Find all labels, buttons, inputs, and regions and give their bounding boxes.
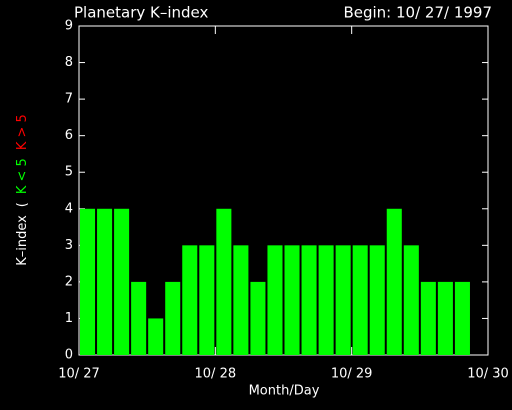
chart-title: Planetary K–index [74, 4, 209, 22]
plot-frame [78, 25, 489, 356]
bar [216, 208, 232, 355]
bar [233, 245, 249, 355]
y-tick-label: 3 [65, 238, 73, 253]
y-axis-label-part: K < 5 [15, 158, 30, 194]
y-axis-label-part: ( [15, 202, 30, 207]
bar [80, 208, 96, 355]
bar [267, 245, 283, 355]
bar [420, 281, 436, 355]
x-tick-label: 10/ 30 [467, 367, 509, 382]
y-tick-label: 8 [65, 55, 73, 70]
bar [148, 318, 164, 355]
y-tick-label: 2 [65, 274, 73, 289]
bar [284, 245, 300, 355]
x-tick-label: 10/ 29 [331, 367, 373, 382]
bar [318, 245, 334, 355]
x-tick-label: 10/ 28 [195, 367, 237, 382]
bar [335, 245, 351, 355]
y-tick-label: 0 [65, 348, 73, 363]
bar [199, 245, 215, 355]
bar [369, 245, 385, 355]
y-tick-label: 4 [65, 201, 73, 216]
y-tick-label: 5 [65, 165, 73, 180]
y-tick-label: 9 [65, 19, 73, 34]
y-tick-label: 1 [65, 311, 73, 326]
bar [131, 281, 147, 355]
bar [386, 208, 402, 355]
bar [454, 281, 470, 355]
bar [403, 245, 419, 355]
y-axis-label: K–index ( K < 5 K > 5 [15, 114, 30, 266]
x-tick-label: 10/ 27 [58, 367, 100, 382]
bar [114, 208, 130, 355]
y-tick-label: 6 [65, 128, 73, 143]
bar [165, 281, 181, 355]
bar [352, 245, 368, 355]
bar [301, 245, 317, 355]
x-axis-label: Month/Day [249, 384, 320, 399]
bar [250, 281, 266, 355]
bar [182, 245, 198, 355]
chart-subtitle: Begin: 10/ 27/ 1997 [343, 4, 492, 22]
y-axis-label-part: K–index [15, 215, 30, 266]
y-axis-label-part: K > 5 [15, 114, 30, 150]
bar [97, 208, 113, 355]
bar [437, 281, 453, 355]
y-tick-label: 7 [65, 92, 73, 107]
